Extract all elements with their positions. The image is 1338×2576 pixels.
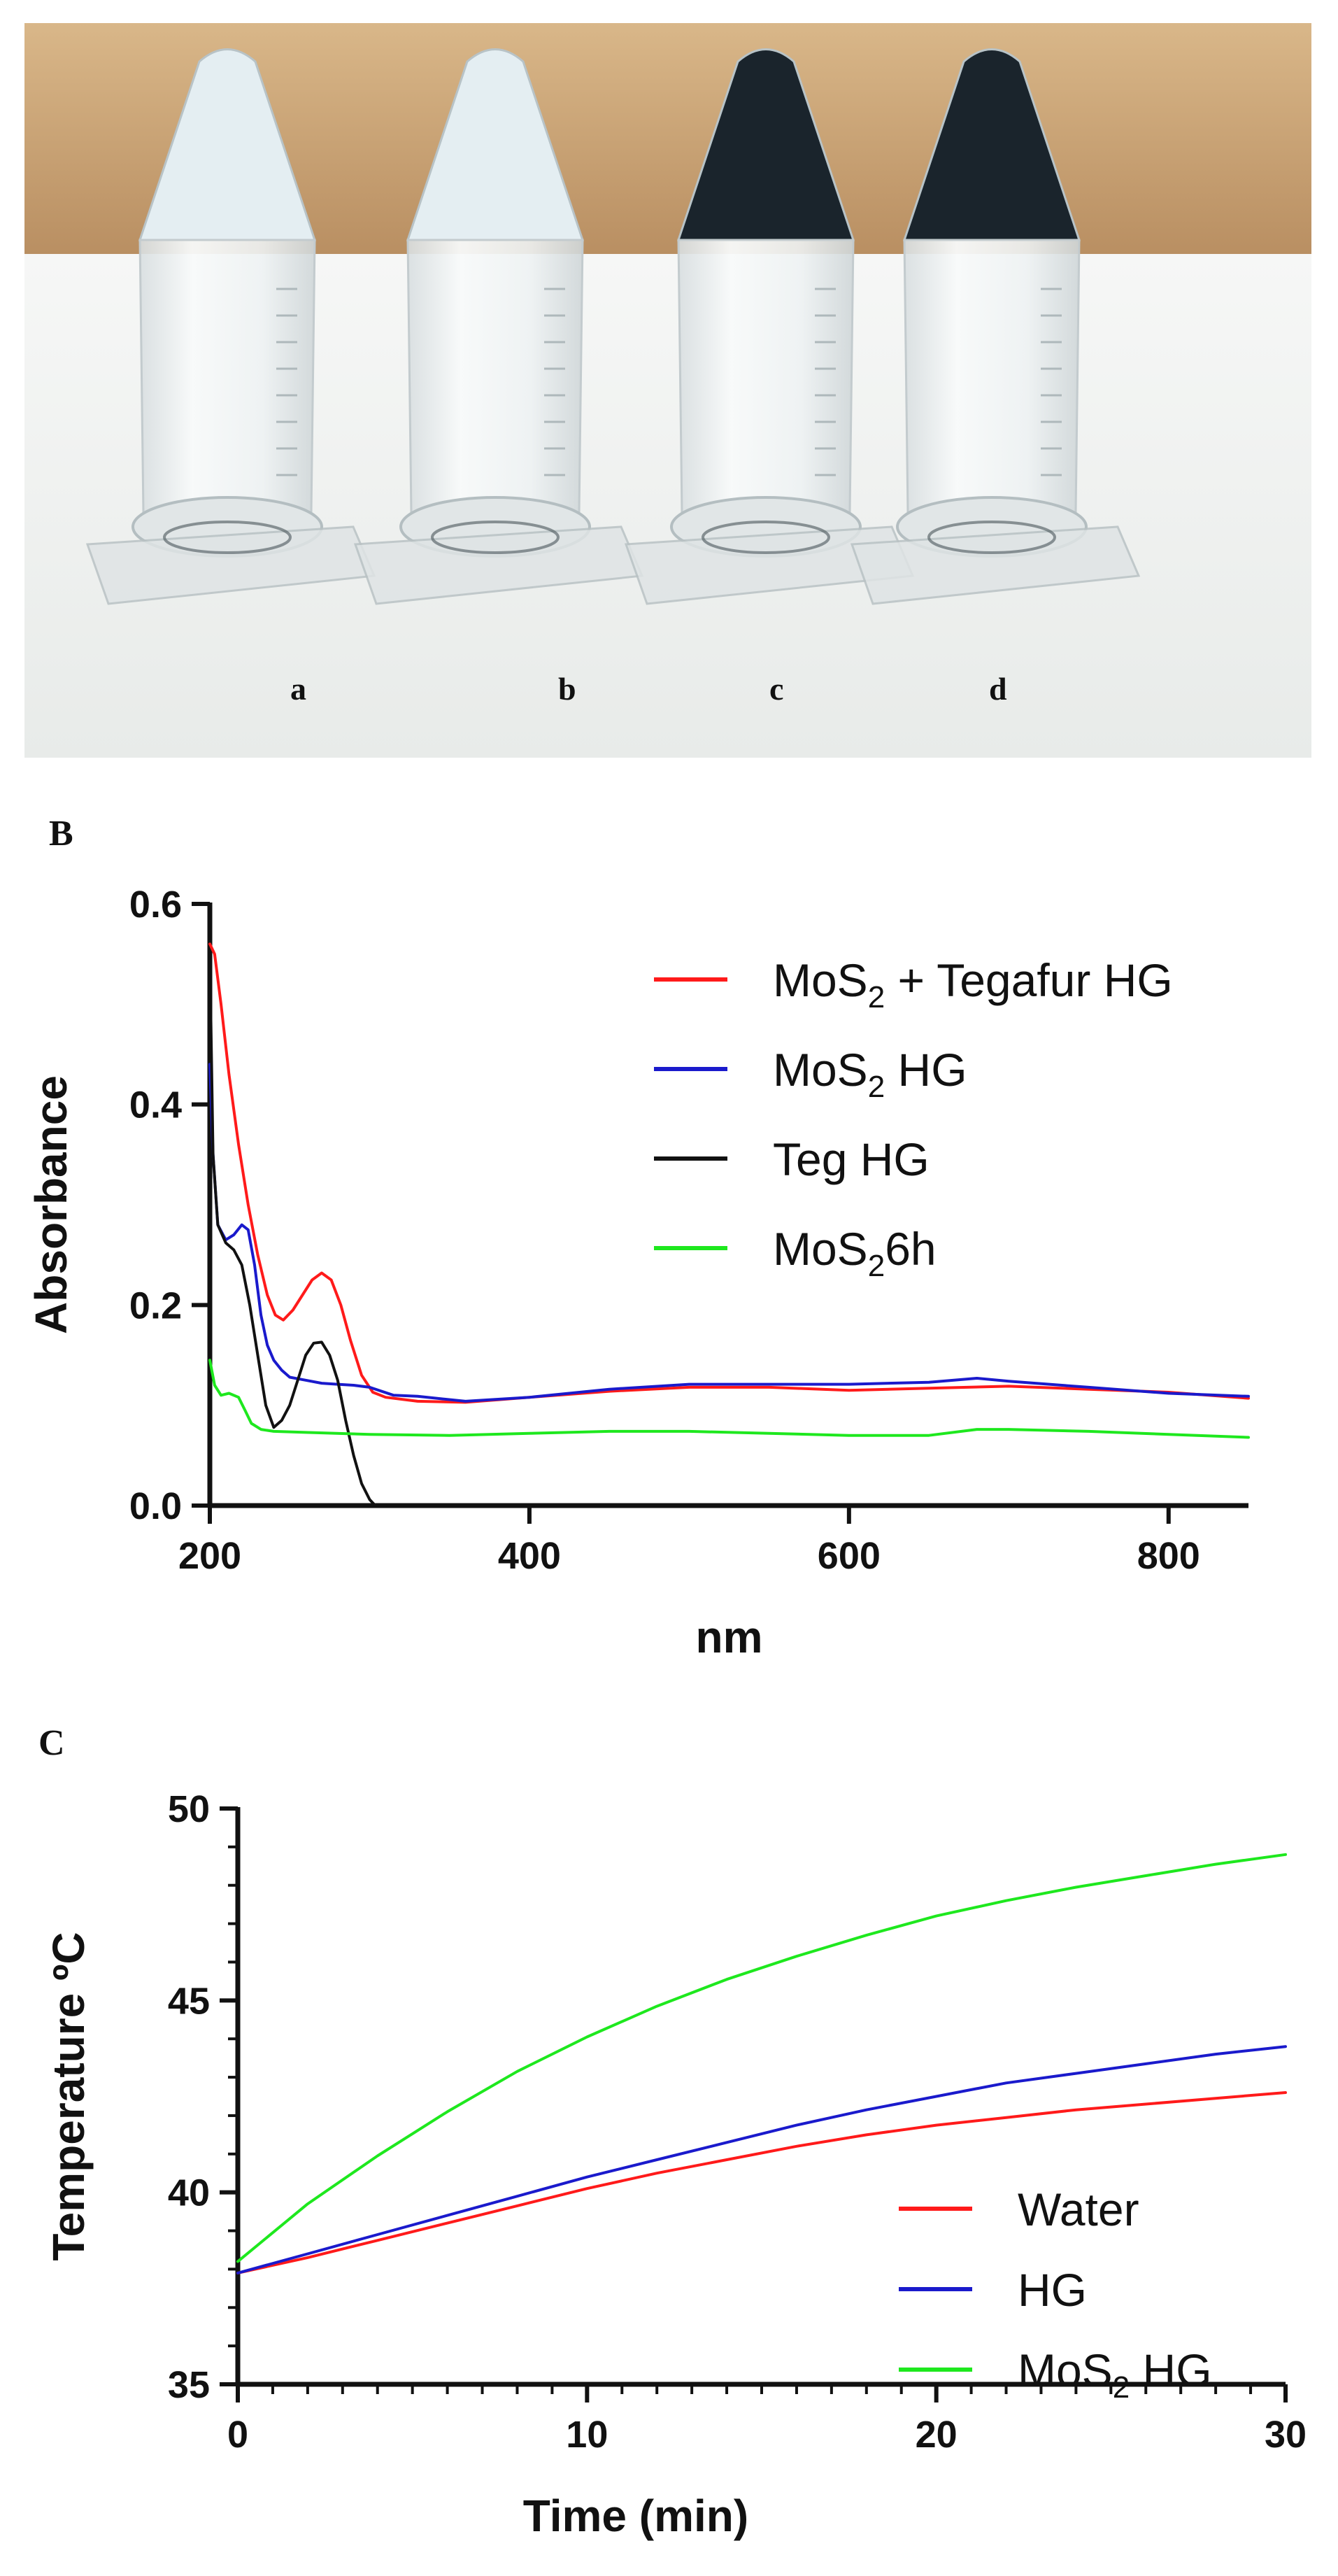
tubes-photo (24, 23, 1311, 758)
tube-gel (138, 48, 317, 241)
tube-gel (406, 48, 585, 241)
tube-body (138, 239, 316, 528)
legend-entry-water: Water (899, 2184, 1139, 2235)
series-line-mos2-hg (208, 1063, 1250, 1403)
tube-body (677, 239, 855, 528)
x-tick-label: 0 (227, 2414, 248, 2456)
y-tick-label: 0.4 (129, 1084, 182, 1126)
legend-entry-mos26h: MoS26h (654, 1223, 937, 1283)
panel-label-c: C (38, 1723, 65, 1763)
series-line-water (236, 2091, 1287, 2274)
chart-c-temperature: 35 40 45 50 0 10 20 30 Time (min) Temperature ºC W… (43, 1788, 1307, 2541)
x-axis-title: Time (min) (523, 2491, 748, 2541)
chart-b-absorbance: 0.0 0.2 0.4 0.6 200 400 600 800 nm Absorbance MoS2… (26, 884, 1250, 1662)
tube-label-d: d (989, 671, 1007, 707)
y-tick-label: 0.6 (129, 884, 182, 926)
series-line-mos2-tegafur-hg (208, 942, 1250, 1404)
series-line-mos2-hg (236, 1853, 1287, 2263)
series-line-teg-hg (208, 952, 387, 1507)
legend-label: Teg HG (773, 1133, 930, 1185)
panel-label-b: B (49, 814, 73, 854)
legend-entry-hg: HG (899, 2264, 1087, 2316)
tube-gel (902, 48, 1081, 241)
legend-label: MoS2 HG (1018, 2344, 1212, 2405)
tube-cap-hinge (850, 525, 1141, 605)
series-line-hg (236, 2045, 1287, 2274)
x-tick-label: 30 (1265, 2414, 1307, 2456)
tube-d (850, 48, 1141, 605)
legend-entry-teg-hg: Teg HG (654, 1133, 930, 1185)
y-tick-label: 50 (168, 1788, 210, 1830)
tube-c (624, 48, 915, 605)
tube-cap-seal (431, 521, 560, 554)
legend-entry-mos2-hg: MoS2 HG (899, 2344, 1212, 2405)
tube-cap-seal (702, 521, 830, 554)
legend-label: MoS2 HG (773, 1044, 967, 1104)
y-tick-label: 45 (168, 1980, 210, 2022)
tube-gel (676, 48, 855, 241)
x-tick-label: 600 (818, 1535, 881, 1577)
y-tick-label: 0.0 (129, 1485, 182, 1527)
x-tick-label: 200 (178, 1535, 241, 1577)
x-tick-label: 20 (916, 2414, 958, 2456)
legend-label: Water (1018, 2184, 1139, 2235)
legend-label: MoS2 + Tegafur HG (773, 954, 1173, 1014)
y-tick-label: 40 (168, 2172, 210, 2214)
legend-entry-mos2-hg: MoS2 HG (654, 1044, 967, 1104)
legend-entry-mos2-tegafur-hg: MoS2 + Tegafur HG (654, 954, 1173, 1014)
tube-label-c: c (769, 671, 784, 707)
legend-label: HG (1018, 2264, 1087, 2316)
x-axis-title: nm (696, 1612, 763, 1662)
tubes-photo-drawing (24, 23, 1311, 758)
x-tick-label: 10 (566, 2414, 608, 2456)
tube-b (353, 48, 644, 605)
tube-body (903, 239, 1081, 528)
x-tick-label: 400 (498, 1535, 561, 1577)
tube-cap-seal (927, 521, 1056, 554)
y-axis-title: Absorbance (26, 1075, 76, 1334)
series-line-mos26h (208, 1359, 1250, 1439)
tube-label-b: b (558, 671, 576, 707)
y-axis-title: Temperature ºC (43, 1932, 94, 2260)
x-tick-label: 800 (1137, 1535, 1200, 1577)
y-tick-label: 0.2 (129, 1285, 182, 1326)
y-tick-label: 35 (168, 2364, 210, 2406)
tube-a (85, 48, 376, 605)
tube-label-a: a (290, 671, 306, 707)
tube-body (406, 239, 584, 528)
tube-cap-seal (163, 521, 292, 554)
legend-label: MoS26h (773, 1223, 937, 1283)
